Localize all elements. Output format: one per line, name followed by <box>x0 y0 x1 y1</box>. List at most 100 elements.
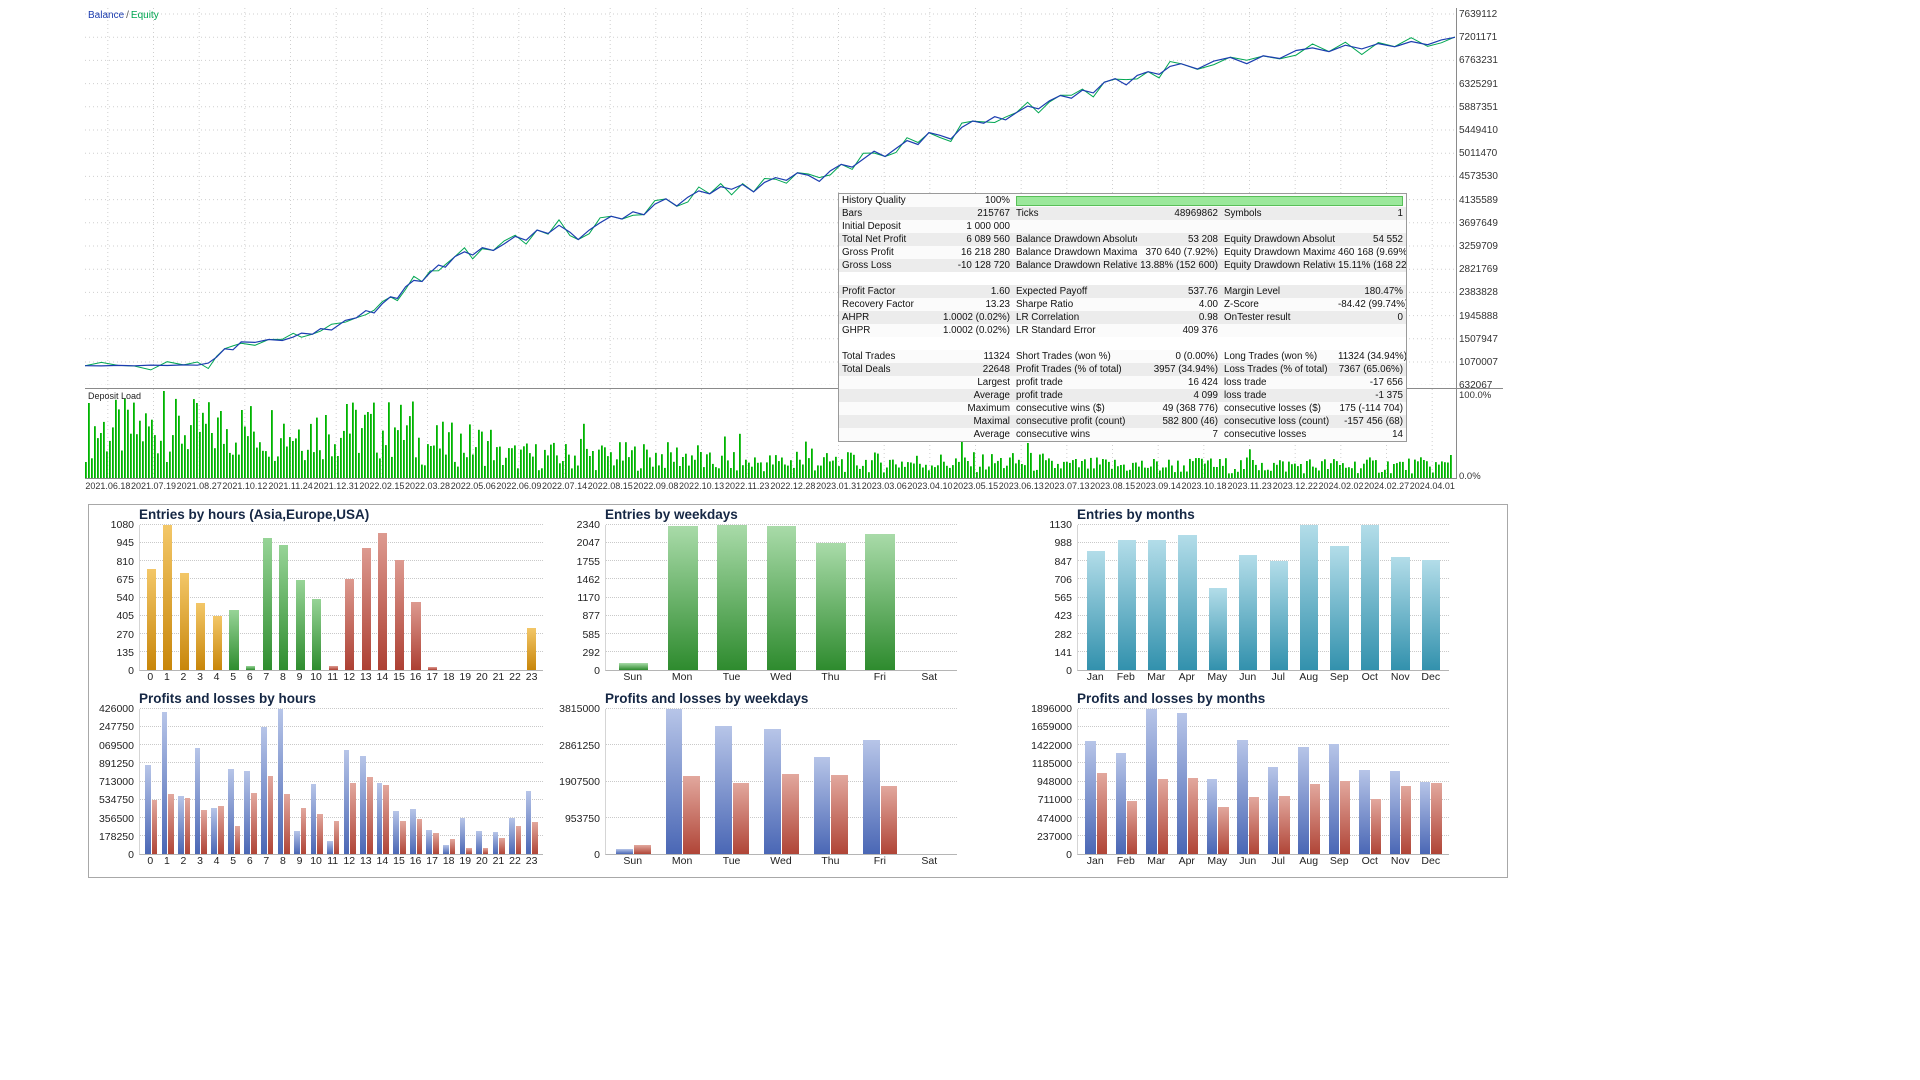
bar-profit <box>1359 769 1370 854</box>
bar-slot <box>658 525 707 670</box>
bars-row <box>606 709 957 854</box>
stats-value: Maximal <box>973 416 1010 427</box>
chart-legend: Balance / Equity <box>88 10 159 21</box>
bar-loss <box>184 798 191 854</box>
chart-body: 0 237000 474000 711000 948000 1185000 1422000 1… <box>1029 703 1449 861</box>
stats-value: -17 656 <box>1369 377 1403 388</box>
date-label: 2022.07.14 <box>542 481 588 491</box>
stats-label: Symbols <box>1224 208 1262 219</box>
bar-slot <box>1111 709 1141 854</box>
stats-row: Gross Loss -10 128 720 Balance Drawdown Re… <box>839 259 1406 272</box>
y-tick-label: 540 <box>116 592 134 604</box>
stats-value: 11324 <box>983 351 1010 362</box>
bar-slot <box>375 525 392 670</box>
x-tick-label: Wed <box>770 855 792 867</box>
y-tick-label: 0 <box>594 849 600 861</box>
stats-value: 16 424 <box>1188 377 1218 388</box>
bar <box>717 525 747 670</box>
date-label: 2022.11.23 <box>725 481 770 491</box>
stats-value: Maximum <box>967 403 1010 414</box>
gridline <box>140 744 543 746</box>
stats-label: Total Trades <box>842 351 896 362</box>
gridline <box>606 816 957 818</box>
y-axis: 0 953750 1907500 2861250 3815000 <box>557 703 605 861</box>
stats-value: -84.42 (99.74%) <box>1338 299 1406 310</box>
bar-profit <box>616 849 634 854</box>
bar-slot <box>176 525 193 670</box>
x-tick-label: 23 <box>525 671 538 683</box>
x-tick-label: 6 <box>246 671 253 683</box>
date-label: 2024.02.27 <box>1364 481 1410 491</box>
chart-body: 0 292 585 877 1170 1462 1755 2047 2340 <box>557 519 957 677</box>
bar-loss <box>1127 801 1138 854</box>
x-tick-label: 20 <box>476 855 488 867</box>
bar-loss <box>1157 779 1168 854</box>
y-tick-label: 675 <box>116 573 134 586</box>
stats-value: 6 089 560 <box>966 234 1010 245</box>
y-tick-label: 847 <box>1054 555 1072 568</box>
x-axis-line <box>85 478 1456 479</box>
balance-equity-plot <box>85 8 1455 385</box>
date-label: 2023.11.23 <box>1227 481 1272 491</box>
stats-label <box>1013 272 1137 285</box>
chart-body: 0 141 282 423 565 706 847 988 1130 <box>1029 519 1449 677</box>
chart-body: 0 953750 1907500 2861250 3815000 <box>557 703 957 861</box>
y-tick-label: 7639112 <box>1459 9 1498 20</box>
y-tick-label: 356500 <box>98 812 134 825</box>
stats-value: Average <box>973 390 1010 401</box>
bar-slot <box>391 525 408 670</box>
y-tick-label: 0 <box>594 665 600 677</box>
date-label: 2023.05.15 <box>953 481 999 491</box>
bar-loss <box>201 810 208 854</box>
stats-value <box>1335 337 1406 350</box>
bar-loss <box>1248 796 1260 854</box>
stats-row: Total Trades 11324 Short Trades (won %) 0 (… <box>839 350 1406 363</box>
bar-loss <box>317 814 323 854</box>
x-tick-label: Sat <box>921 671 938 683</box>
bar-profit <box>476 830 482 854</box>
bar-slot <box>1264 525 1294 670</box>
date-label: 2022.10.13 <box>679 481 725 491</box>
x-tick-label: Apr <box>1178 671 1195 683</box>
x-tick-label: 14 <box>376 671 389 683</box>
stats-value <box>1137 220 1221 233</box>
bar-slot <box>609 525 658 670</box>
stats-label: Profit Trades (% of total) <box>1016 364 1122 375</box>
stats-value <box>1335 272 1406 285</box>
gridline <box>140 708 543 709</box>
stats-label: Gross Loss <box>842 260 892 271</box>
bar <box>1178 535 1197 670</box>
stats-value: 14 <box>1392 429 1403 440</box>
gridline <box>140 632 543 634</box>
bar-slot <box>292 709 309 854</box>
stats-row: Average profit trade 4 099 loss trade -1 375 <box>839 389 1406 402</box>
bar-profit <box>1115 753 1127 854</box>
x-tick-label: 11 <box>327 855 339 867</box>
stats-label: LR Standard Error <box>1016 325 1096 336</box>
bar <box>328 665 338 670</box>
x-tick-label: 16 <box>409 855 422 867</box>
stats-label: Recovery Factor <box>842 299 914 310</box>
x-tick-label: 15 <box>393 855 405 867</box>
stats-label: loss trade <box>1224 377 1267 388</box>
stats-label: consecutive loss (count) <box>1224 416 1330 427</box>
stats-label: Equity Drawdown Absolute <box>1224 234 1335 245</box>
bar-profit <box>178 796 184 854</box>
x-tick-label: 21 <box>492 855 505 867</box>
bar <box>212 616 222 670</box>
date-label: 2021.12.31 <box>313 481 359 491</box>
bar-slot <box>1142 709 1172 854</box>
x-tick-label: 2 <box>180 855 187 867</box>
bar-profit <box>1389 770 1400 854</box>
stats-value: 370 640 (7.92%) <box>1145 247 1218 258</box>
stats-label: Balance Drawdown Relative <box>1016 260 1137 271</box>
bar-loss <box>267 775 274 854</box>
gridline <box>606 780 957 782</box>
bar-profit <box>1237 740 1248 854</box>
stats-value <box>935 337 1013 350</box>
stats-value: 460 168 (9.69%) <box>1338 247 1406 258</box>
bar-profit <box>409 809 416 854</box>
x-tick-label: 10 <box>310 671 322 683</box>
x-tick-label: 12 <box>343 671 356 683</box>
bar-profit <box>426 829 433 854</box>
